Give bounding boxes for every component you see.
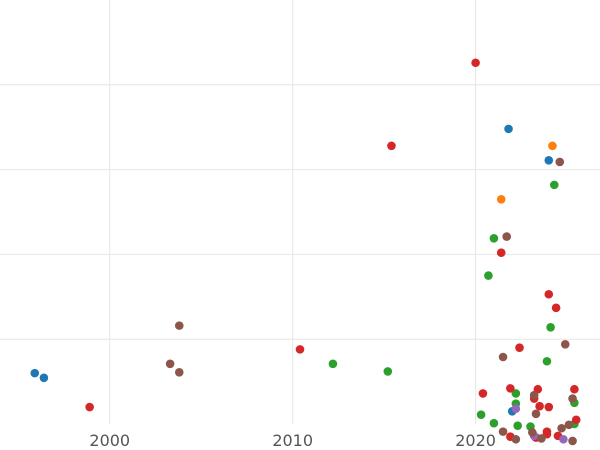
- data-point: [531, 409, 541, 419]
- data-point: [555, 157, 565, 167]
- data-point: [39, 373, 49, 383]
- data-point: [535, 401, 544, 411]
- data-point: [513, 421, 522, 430]
- data-point: [295, 345, 305, 354]
- data-point: [165, 359, 175, 369]
- data-point: [571, 415, 581, 425]
- data-point: [30, 368, 40, 378]
- data-points: [30, 58, 581, 446]
- data-point: [506, 384, 515, 393]
- data-point: [557, 423, 566, 433]
- grid-lines: [0, 0, 600, 424]
- data-point: [496, 248, 506, 258]
- data-point: [502, 232, 512, 241]
- x-tick-label: 2010: [272, 431, 313, 450]
- data-point: [559, 434, 568, 444]
- data-point: [568, 436, 577, 446]
- data-point: [511, 434, 521, 444]
- x-tick-label: 2020: [455, 431, 496, 450]
- data-point: [546, 323, 555, 332]
- data-point: [529, 390, 539, 400]
- data-point: [484, 271, 493, 280]
- data-point: [542, 427, 552, 436]
- data-point: [549, 180, 559, 190]
- data-point: [544, 402, 554, 412]
- data-point: [548, 141, 557, 151]
- data-point: [387, 141, 396, 151]
- data-point: [544, 289, 554, 299]
- data-point: [489, 418, 499, 428]
- data-point: [328, 359, 338, 369]
- data-point: [515, 343, 524, 352]
- data-point: [560, 339, 570, 349]
- data-point: [511, 404, 521, 414]
- data-point: [544, 155, 554, 165]
- data-point: [383, 367, 393, 376]
- data-point: [528, 428, 537, 437]
- x-axis-tick-labels: 2000 2010 2020: [89, 431, 496, 450]
- data-point: [174, 367, 184, 377]
- data-point: [504, 124, 513, 134]
- data-point: [174, 321, 184, 330]
- data-point: [489, 233, 499, 243]
- data-point: [570, 384, 579, 394]
- data-point: [564, 420, 574, 430]
- data-point: [498, 352, 508, 362]
- data-point: [85, 402, 94, 412]
- data-point: [471, 58, 480, 68]
- data-point: [511, 389, 521, 398]
- x-tick-label: 2000: [89, 431, 130, 450]
- data-point: [542, 356, 552, 366]
- data-point: [498, 427, 508, 436]
- data-point: [476, 410, 486, 419]
- data-point: [478, 389, 488, 398]
- data-point: [568, 394, 577, 403]
- data-point: [496, 194, 506, 204]
- data-point: [537, 434, 546, 443]
- data-point: [551, 303, 561, 313]
